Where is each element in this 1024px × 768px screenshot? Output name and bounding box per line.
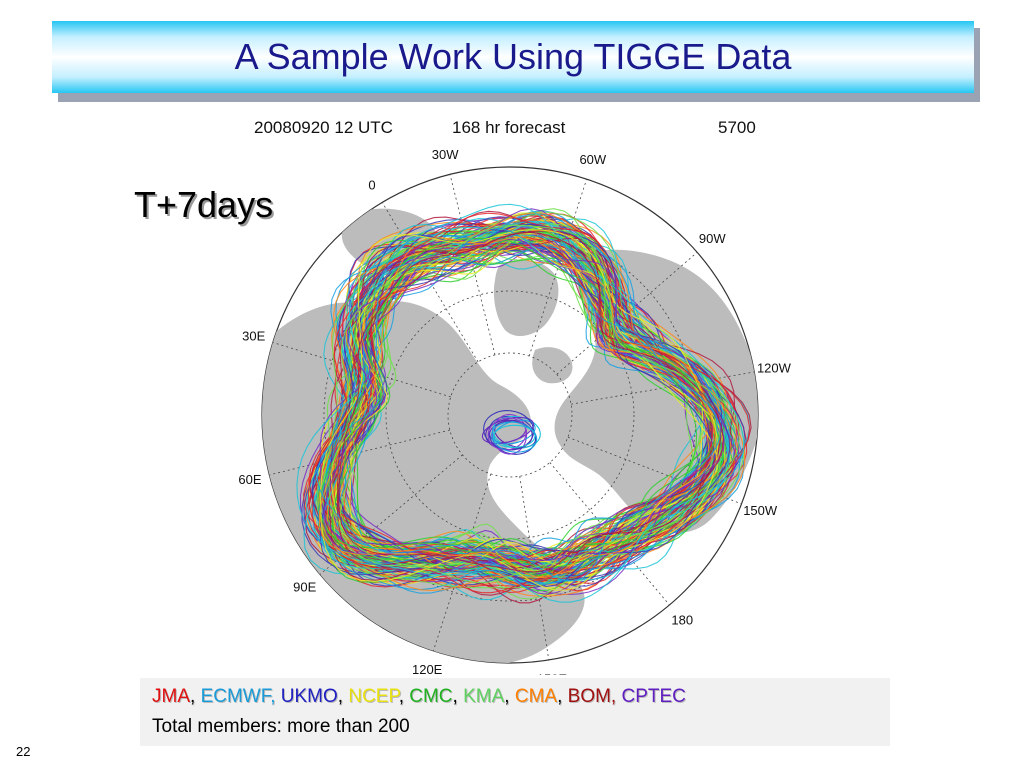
meridian-line xyxy=(519,476,550,661)
center-label: KMA xyxy=(463,686,505,707)
central-low-contour xyxy=(481,416,535,444)
center-label: CMC xyxy=(409,686,453,707)
center-label: ECMWF, xyxy=(200,686,276,707)
center-separator: , xyxy=(190,686,201,707)
member-contour xyxy=(318,212,746,592)
center-label: JMA xyxy=(152,686,190,707)
longitude-label: 30E xyxy=(242,329,265,344)
longitude-label: 90E xyxy=(293,579,316,594)
longitude-label: 150E xyxy=(537,672,568,675)
member-contour xyxy=(329,235,722,571)
member-contour xyxy=(349,233,719,566)
total-members: Total members: more than 200 xyxy=(152,716,410,737)
longitude-label: 90W xyxy=(699,231,726,246)
longitude-label: 180 xyxy=(671,612,693,627)
slide-title: A Sample Work Using TIGGE Data xyxy=(234,36,792,77)
land-greenland xyxy=(493,259,559,337)
member-contour xyxy=(339,223,721,576)
meridian-line xyxy=(319,454,463,575)
central-low-contour xyxy=(488,415,537,455)
polar-map: 0 30W 60W 90W 120W 150W 180 150E 120E 90E 60E 30E xyxy=(238,147,791,675)
longitude-label: 60W xyxy=(579,152,606,167)
central-low-contours xyxy=(481,410,541,455)
center-separator: , xyxy=(504,686,515,707)
center-separator: , xyxy=(452,686,464,707)
ensemble-contours xyxy=(296,203,752,604)
longitude-label: 30W xyxy=(432,147,459,162)
member-contour xyxy=(331,234,724,567)
map-header-forecast: 168 hr forecast xyxy=(452,118,566,137)
longitude-label: 120E xyxy=(412,662,443,675)
meridian-line xyxy=(528,179,588,357)
member-contour xyxy=(323,238,725,570)
meridian-line xyxy=(449,174,496,355)
centers-list: JMA, ECMWF, UKMO, NCEP, CMC, KMA, CMA, B… xyxy=(152,686,686,708)
central-low-contour xyxy=(491,421,538,453)
meridian-line xyxy=(381,202,479,363)
lead-time-label: T+7days xyxy=(134,184,274,225)
member-contour xyxy=(331,233,731,575)
center-separator: , xyxy=(557,686,568,707)
central-low-contour xyxy=(483,410,535,450)
map-header-contour: 5700 xyxy=(718,118,756,137)
land-arctic-islands xyxy=(532,347,573,384)
longitude-label: 120W xyxy=(757,360,792,375)
center-label: BOM, xyxy=(567,686,617,707)
map-header-date: 20080920 12 UTC xyxy=(254,118,393,137)
member-contour xyxy=(318,236,716,579)
meridian-line xyxy=(432,473,492,651)
legend-box: JMA, ECMWF, UKMO, NCEP, CMC, KMA, CMA, B… xyxy=(140,678,890,746)
center-separator: , xyxy=(337,686,349,707)
longitude-label: 60E xyxy=(238,472,261,487)
member-contour xyxy=(296,203,745,603)
longitude-label: 0 xyxy=(368,177,375,192)
meridian-line xyxy=(570,371,755,405)
central-low-contour xyxy=(487,417,527,451)
longitude-label: 150W xyxy=(743,503,778,518)
page-number: 22 xyxy=(16,744,31,759)
center-label: NCEP xyxy=(348,686,399,707)
center-separator: , xyxy=(398,686,410,707)
member-contour xyxy=(316,227,721,582)
longitude-labels: 0 30W 60W 90W 120W 150W 180 150E 120E 90E 60E 30E xyxy=(238,147,791,675)
center-label: UKMO xyxy=(280,686,338,707)
central-low-contour xyxy=(492,424,536,448)
member-contour xyxy=(319,237,717,568)
member-contour xyxy=(336,230,722,580)
member-contour xyxy=(338,229,725,576)
center-label: CMA xyxy=(514,686,558,707)
member-contour xyxy=(307,212,751,594)
member-contour xyxy=(338,231,724,573)
center-label: CPTEC xyxy=(621,686,686,707)
title-bar: A Sample Work Using TIGGE Data xyxy=(52,21,974,93)
meridian-line xyxy=(556,251,698,375)
